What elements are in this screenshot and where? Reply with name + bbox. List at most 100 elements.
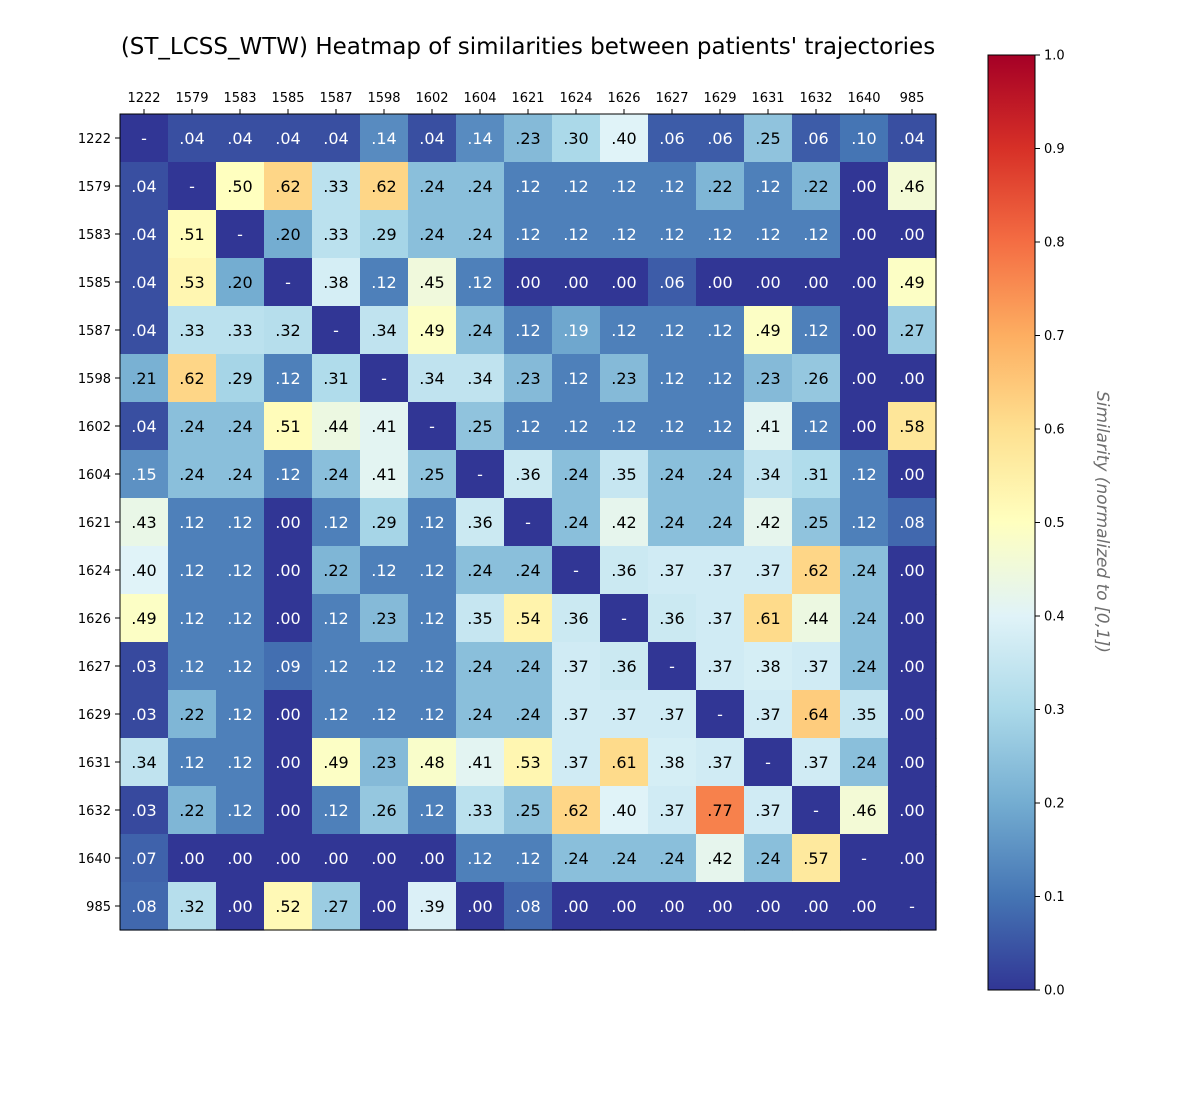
heatmap-cell-label: .12 xyxy=(851,465,876,484)
heatmap-cell-label: .25 xyxy=(755,129,780,148)
heatmap-cell-label: .04 xyxy=(323,129,348,148)
heatmap-cell xyxy=(504,786,553,835)
heatmap-cell xyxy=(840,594,889,643)
heatmap-cell xyxy=(312,546,361,595)
heatmap-cell-label: .24 xyxy=(227,417,252,436)
heatmap-cell-label: .12 xyxy=(659,417,684,436)
heatmap-cell-label: .37 xyxy=(803,753,828,772)
heatmap-cell xyxy=(552,354,601,403)
heatmap-cell-label: .37 xyxy=(755,561,780,580)
heatmap-cell xyxy=(504,690,553,739)
y-tick-label: 985 xyxy=(86,900,111,915)
heatmap-cell-label: .00 xyxy=(899,705,924,724)
heatmap-cell-label: .36 xyxy=(467,513,492,532)
heatmap-cell-label: .37 xyxy=(659,705,684,724)
heatmap-cell xyxy=(264,354,313,403)
heatmap-cell xyxy=(504,114,553,163)
heatmap-cell xyxy=(696,594,745,643)
heatmap-cell xyxy=(360,114,409,163)
heatmap-cell xyxy=(744,162,793,211)
heatmap-cell-label: .46 xyxy=(899,177,924,196)
heatmap-cell-label: .24 xyxy=(659,513,684,532)
colorbar-tick-label: 1.0 xyxy=(1044,49,1065,64)
heatmap-cell xyxy=(504,642,553,691)
heatmap-cell-label: .12 xyxy=(371,561,396,580)
heatmap-cell-label: .00 xyxy=(275,849,300,868)
y-tick-label: 1222 xyxy=(78,132,111,147)
heatmap-cell xyxy=(600,114,649,163)
heatmap-cell xyxy=(456,690,505,739)
heatmap-cell-label: .38 xyxy=(659,753,684,772)
y-tick-label: 1598 xyxy=(78,372,111,387)
heatmap-cell xyxy=(408,690,457,739)
heatmap-cell-label: .12 xyxy=(227,801,252,820)
heatmap-cell xyxy=(648,546,697,595)
heatmap-cell-label: .12 xyxy=(371,657,396,676)
heatmap-cell xyxy=(504,258,553,307)
heatmap-cell xyxy=(264,690,313,739)
heatmap-cell-label: .23 xyxy=(371,609,396,628)
heatmap-cell-label: .12 xyxy=(563,225,588,244)
heatmap-cell xyxy=(264,546,313,595)
heatmap-cell xyxy=(456,114,505,163)
heatmap-cell-label: - xyxy=(813,801,819,820)
heatmap-cell xyxy=(408,210,457,259)
heatmap-cell-label: .37 xyxy=(803,657,828,676)
heatmap-cell-label: .31 xyxy=(803,465,828,484)
heatmap-cell xyxy=(216,834,265,883)
y-tick-label: 1583 xyxy=(78,228,111,243)
heatmap-cell xyxy=(120,786,169,835)
colorbar-tick-label: 0.8 xyxy=(1044,236,1065,251)
heatmap-cell-label: .22 xyxy=(707,177,732,196)
heatmap-cell xyxy=(552,114,601,163)
heatmap-cell xyxy=(312,162,361,211)
heatmap-cell-label: .00 xyxy=(899,609,924,628)
heatmap-cell xyxy=(312,450,361,499)
heatmap-cell-label: .04 xyxy=(131,321,156,340)
heatmap-cell xyxy=(840,354,889,403)
heatmap-cell xyxy=(120,114,169,163)
heatmap-cell xyxy=(888,594,937,643)
x-tick-label: 985 xyxy=(900,91,925,106)
heatmap-cell xyxy=(888,498,937,547)
heatmap-cell-label: .44 xyxy=(803,609,828,628)
heatmap-cell xyxy=(120,354,169,403)
heatmap-cell xyxy=(648,498,697,547)
heatmap-cell xyxy=(168,498,217,547)
heatmap-cell-label: .24 xyxy=(851,609,876,628)
heatmap-cell-label: .12 xyxy=(611,177,636,196)
heatmap-cell-label: .10 xyxy=(851,129,876,148)
heatmap-cell xyxy=(120,882,169,931)
heatmap-cell-label: .00 xyxy=(611,273,636,292)
heatmap-cell-label: .12 xyxy=(755,177,780,196)
heatmap-cell-label: .00 xyxy=(371,849,396,868)
heatmap-cell xyxy=(744,738,793,787)
y-tick-label: 1631 xyxy=(78,756,111,771)
heatmap-cell-label: .12 xyxy=(179,657,204,676)
y-tick-label: 1604 xyxy=(78,468,111,483)
heatmap-cell-label: .49 xyxy=(131,609,156,628)
y-tick-label: 1579 xyxy=(78,180,111,195)
heatmap-cell-label: .29 xyxy=(371,513,396,532)
heatmap-cell-label: .33 xyxy=(323,177,348,196)
heatmap-cell-label: .35 xyxy=(851,705,876,724)
x-tick-label: 1222 xyxy=(127,91,160,106)
heatmap-cell-label: .49 xyxy=(755,321,780,340)
heatmap-cell xyxy=(600,642,649,691)
heatmap-cell-label: .09 xyxy=(275,657,300,676)
heatmap-cell-label: .61 xyxy=(755,609,780,628)
heatmap-cell-label: - xyxy=(381,369,387,388)
heatmap-cell xyxy=(792,306,841,355)
heatmap-cell-label: .48 xyxy=(419,753,444,772)
heatmap-cell xyxy=(504,882,553,931)
heatmap-cell-label: .00 xyxy=(851,177,876,196)
heatmap-cell-label: .04 xyxy=(419,129,444,148)
heatmap-cell-label: .62 xyxy=(371,177,396,196)
heatmap-cell xyxy=(456,546,505,595)
x-tick-label: 1598 xyxy=(367,91,400,106)
heatmap-cell-label: .00 xyxy=(275,705,300,724)
heatmap-cell-label: .12 xyxy=(275,369,300,388)
heatmap-cell-label: .03 xyxy=(131,657,156,676)
heatmap-cell xyxy=(792,834,841,883)
heatmap-cell xyxy=(648,162,697,211)
